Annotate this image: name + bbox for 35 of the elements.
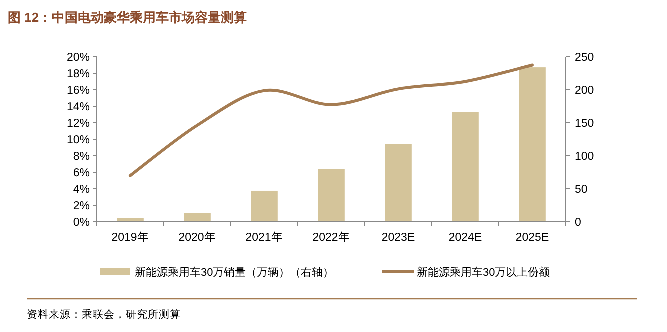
x-tick-label: 2021年	[246, 231, 284, 244]
bar	[452, 112, 479, 222]
x-tick-label: 2019年	[112, 231, 150, 244]
bar	[184, 213, 211, 222]
chart-title: 图 12：中国电动豪华乘用车市场容量测算	[8, 10, 248, 25]
y2-tick-label: 50	[575, 184, 588, 196]
bar	[251, 190, 278, 222]
y-tick-label: 6%	[73, 168, 90, 180]
x-tick-label: 2024E	[448, 232, 482, 244]
line-series	[129, 64, 534, 178]
y-tick-label: 16%	[66, 85, 90, 97]
y-tick-label: 20%	[66, 52, 90, 64]
y2-tick-label: 150	[575, 118, 594, 130]
x-tick-label: 2022年	[312, 231, 350, 244]
x-tick-label: 2020年	[178, 231, 216, 244]
x-tick-label: 2025E	[516, 232, 550, 244]
y2-tick-label: 100	[575, 151, 594, 163]
bar	[385, 144, 412, 222]
legend-label: 新能源乘用车30万销量（万辆）（右轴）	[135, 266, 334, 279]
y-tick-label: 4%	[73, 184, 90, 196]
text: 资料来源：乘联会，研究所测算	[27, 308, 181, 321]
y2-tick-label: 0	[575, 217, 582, 229]
legend-label: 新能源乘用车30万以上份额	[417, 266, 550, 279]
y-tick-label: 12%	[66, 118, 90, 130]
y-tick-label: 8%	[73, 151, 90, 163]
bar	[519, 68, 546, 222]
y-tick-label: 10%	[66, 134, 90, 146]
x-tick-label: 2023E	[382, 232, 416, 244]
y-tick-label: 18%	[66, 68, 90, 80]
y2-tick-label: 250	[575, 52, 594, 64]
y-tick-label: 0%	[73, 217, 90, 229]
y-tick-label: 14%	[66, 102, 90, 114]
y2-tick-label: 200	[575, 85, 594, 97]
bar	[318, 169, 345, 222]
y-tick-label: 2%	[73, 200, 90, 212]
